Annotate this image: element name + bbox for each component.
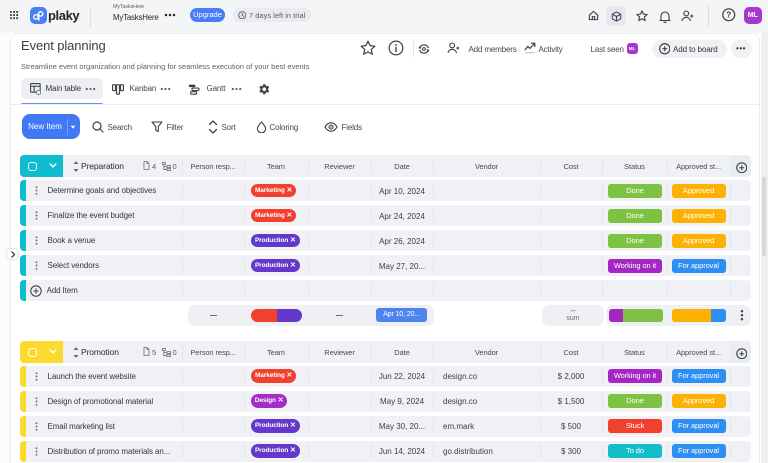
svg-text:?: ? bbox=[726, 11, 731, 20]
